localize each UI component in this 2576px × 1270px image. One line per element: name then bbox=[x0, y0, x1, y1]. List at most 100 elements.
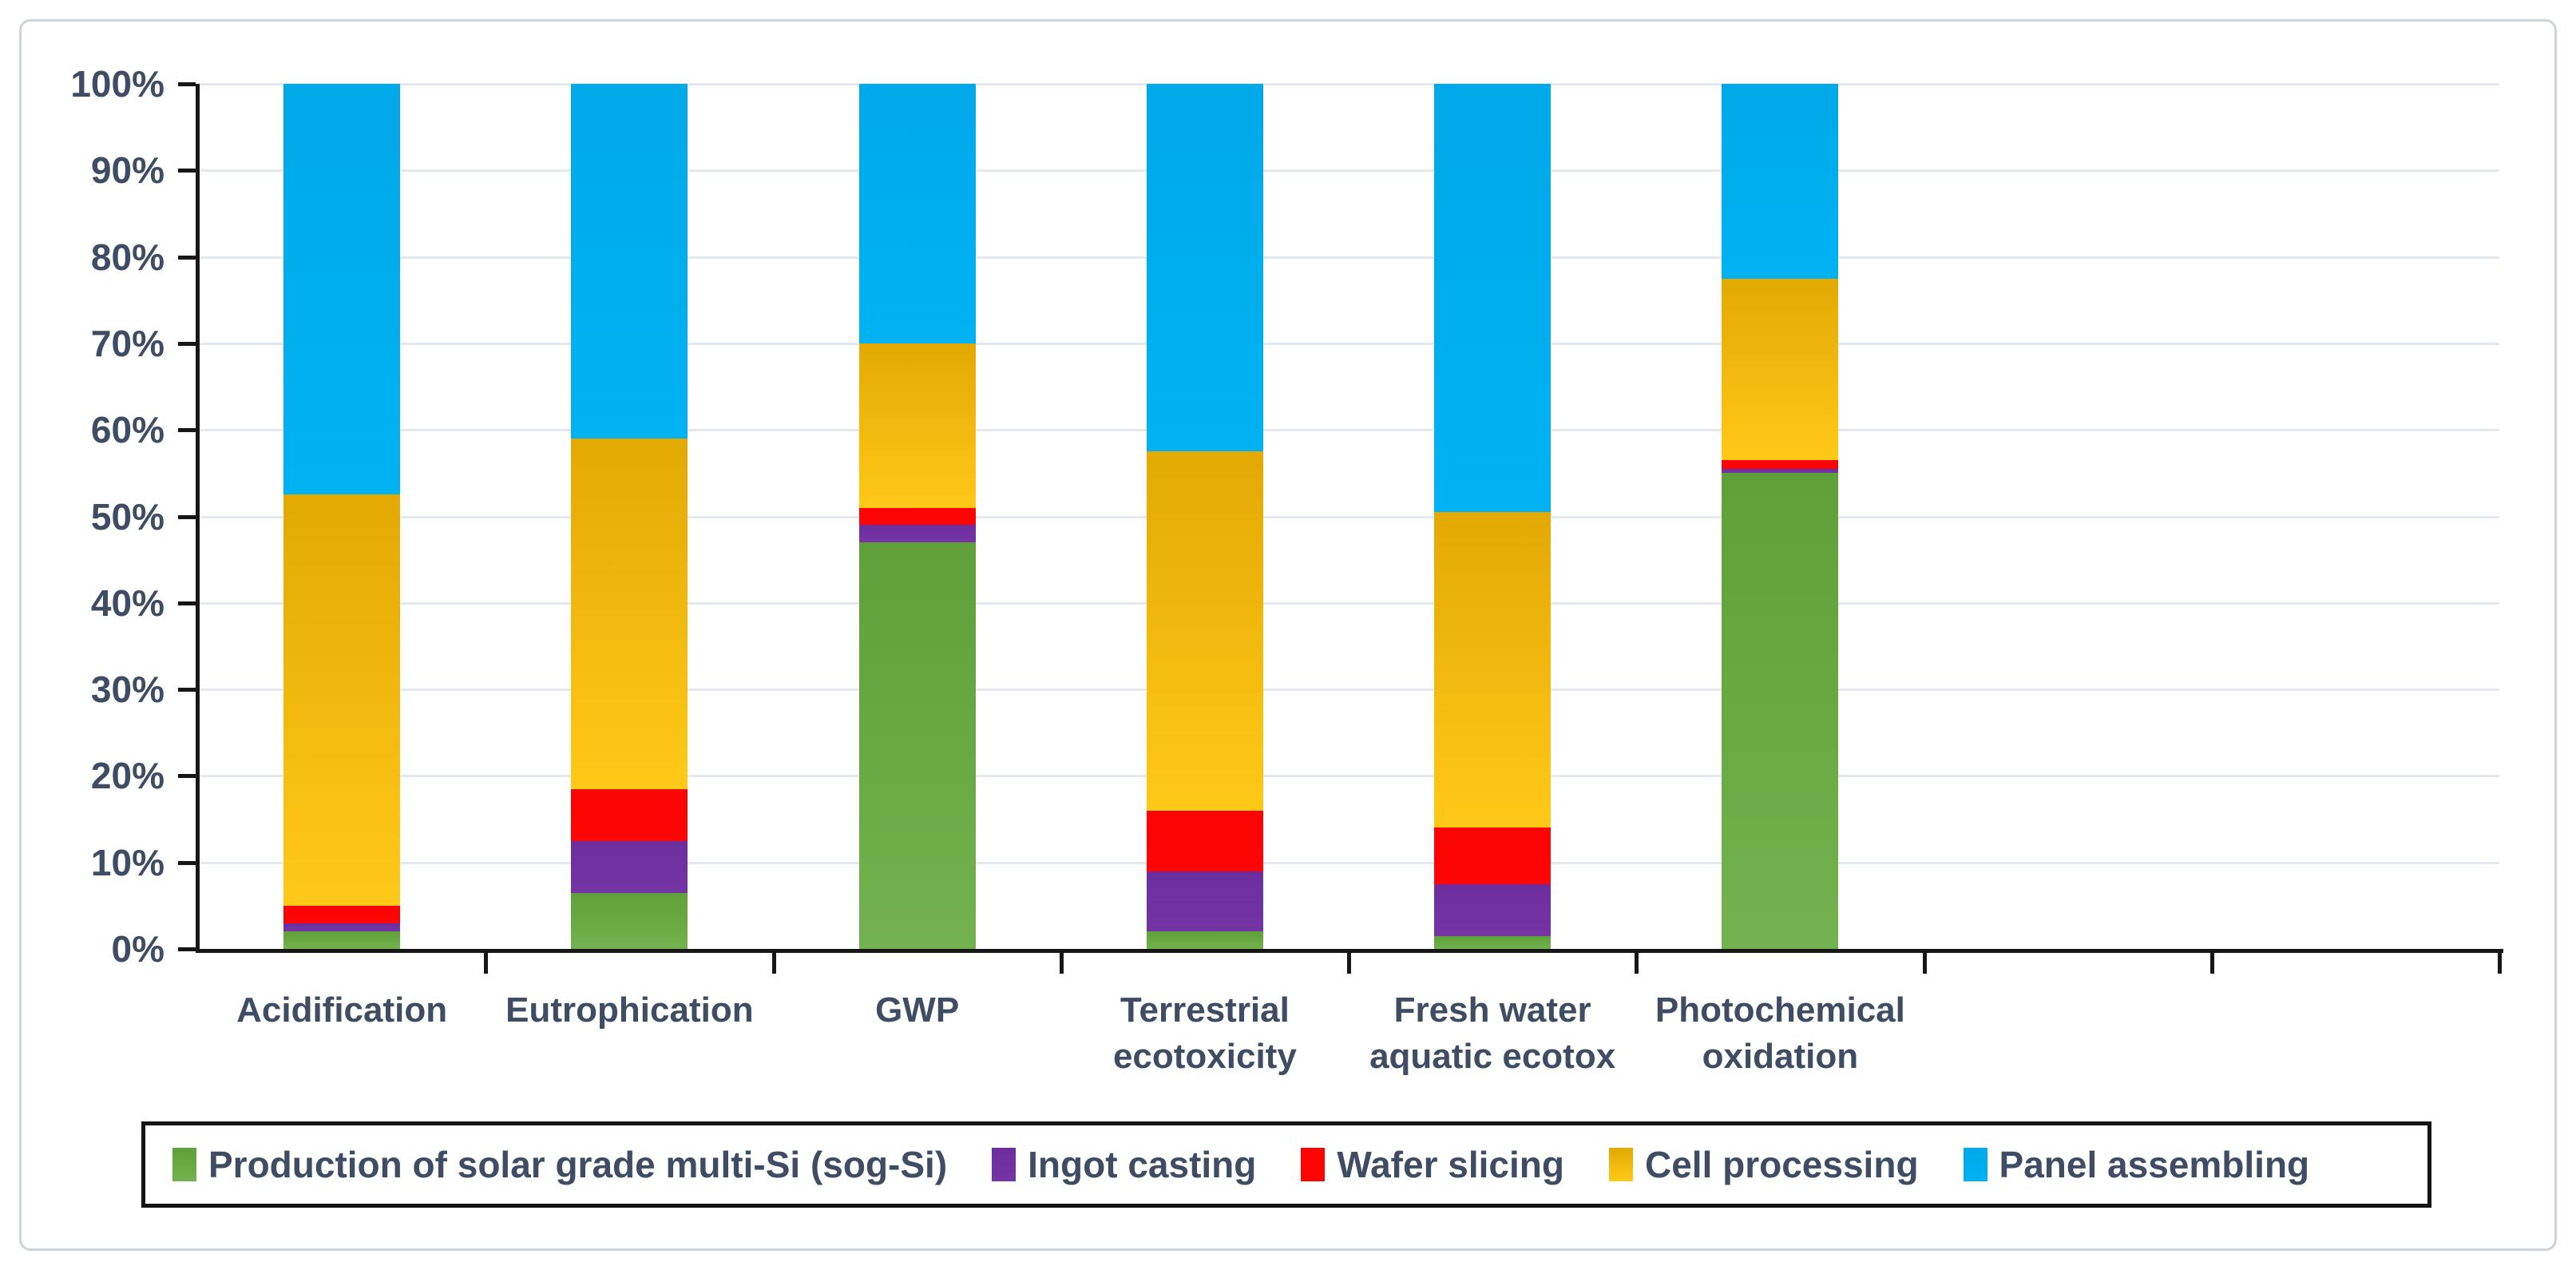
bar-segment-0 bbox=[283, 494, 401, 906]
bar-segment-1 bbox=[571, 788, 688, 841]
gridline bbox=[198, 515, 2499, 518]
y-axis-tick-label: 0% bbox=[111, 928, 164, 970]
x-axis-tick-mark bbox=[1922, 953, 1927, 974]
x-axis-category-label: Terrestrial ecotoxicity bbox=[1053, 987, 1357, 1080]
legend-label: Wafer slicing bbox=[1337, 1144, 1564, 1185]
x-axis-tick-mark bbox=[1059, 953, 1064, 974]
legend-label: Cell processing bbox=[1644, 1144, 1919, 1185]
legend-item: Production of solar grade multi-Si (sog-… bbox=[172, 1143, 947, 1186]
legend-item: Wafer slicing bbox=[1301, 1143, 1564, 1186]
legend-swatch-icon bbox=[992, 1148, 1017, 1181]
bar-segment-3 bbox=[1146, 871, 1263, 932]
legend-label: Panel assembling bbox=[1999, 1144, 2310, 1185]
legend-item: Cell processing bbox=[1608, 1143, 1919, 1186]
bar-segment-2 bbox=[858, 525, 976, 542]
y-axis-tick-label: 50% bbox=[90, 495, 164, 538]
x-axis-tick-mark bbox=[484, 953, 489, 974]
category-label-line: GWP bbox=[875, 990, 960, 1030]
bar-segment-5 bbox=[1722, 468, 1839, 474]
bar-segment-3 bbox=[1146, 451, 1263, 811]
gridline bbox=[198, 429, 2499, 432]
y-axis-tick-mark bbox=[178, 341, 196, 346]
gridline bbox=[198, 775, 2499, 778]
bar-segment-2 bbox=[858, 84, 976, 343]
x-axis-tick-mark bbox=[1635, 953, 1639, 974]
bar-segment-2 bbox=[858, 542, 976, 949]
gridline bbox=[198, 689, 2499, 692]
bar-segment-3 bbox=[1146, 84, 1263, 452]
y-axis-tick-mark bbox=[178, 514, 196, 519]
x-axis-tick-mark bbox=[2498, 953, 2502, 974]
x-axis-category-label: Acidification bbox=[190, 987, 493, 1034]
category-label-line: ecotoxicity bbox=[1112, 1037, 1297, 1076]
bar-segment-0 bbox=[283, 84, 401, 495]
bar-segment-1 bbox=[571, 84, 688, 439]
gridline bbox=[198, 256, 2499, 259]
y-axis-tick-mark bbox=[178, 688, 196, 693]
y-axis-tick-label: 80% bbox=[90, 236, 164, 278]
y-axis-tick-mark bbox=[178, 255, 196, 260]
gridline bbox=[198, 861, 2499, 864]
y-axis-tick-mark bbox=[178, 601, 196, 605]
legend-label: Ingot casting bbox=[1028, 1144, 1257, 1185]
y-axis-tick-label: 60% bbox=[90, 409, 164, 451]
x-axis-tick-mark bbox=[2209, 953, 2214, 974]
gridline bbox=[198, 601, 2499, 605]
x-axis-tick-mark bbox=[1347, 953, 1351, 974]
bar-segment-1 bbox=[571, 439, 688, 789]
bar-segment-1 bbox=[571, 840, 688, 893]
legend-swatch-icon bbox=[172, 1148, 196, 1181]
bar-segment-5 bbox=[1722, 278, 1839, 461]
category-label-line: Fresh water bbox=[1393, 990, 1591, 1030]
x-axis-category-label: GWP bbox=[766, 987, 1069, 1034]
legend-swatch-icon bbox=[1301, 1148, 1326, 1181]
y-axis-tick-label: 100% bbox=[70, 63, 164, 105]
chart-frame bbox=[19, 19, 2557, 1251]
y-axis-tick-mark bbox=[178, 860, 196, 865]
x-axis-category-label: Photochemical oxidation bbox=[1628, 987, 1932, 1080]
bar-segment-1 bbox=[571, 892, 688, 949]
bar-segment-4 bbox=[1434, 935, 1552, 949]
gridline bbox=[198, 169, 2499, 173]
y-axis-tick-label: 40% bbox=[90, 581, 164, 624]
category-label-line: Eutrophication bbox=[505, 990, 754, 1030]
x-axis-category-label: Fresh water aquatic ecotox bbox=[1341, 987, 1644, 1080]
bar-segment-2 bbox=[858, 343, 976, 508]
gridline bbox=[198, 342, 2499, 345]
bar-segment-5 bbox=[1722, 473, 1839, 949]
bar-segment-2 bbox=[858, 507, 976, 526]
bar-segment-5 bbox=[1722, 460, 1839, 469]
x-axis-line bbox=[196, 949, 2503, 953]
category-label-line: Terrestrial bbox=[1120, 990, 1290, 1030]
bar-segment-0 bbox=[283, 923, 401, 932]
bar-segment-0 bbox=[283, 931, 401, 949]
legend-item: Ingot casting bbox=[992, 1143, 1256, 1186]
category-label-line: Photochemical bbox=[1655, 990, 1905, 1030]
y-axis-tick-label: 30% bbox=[90, 669, 164, 711]
bar-segment-4 bbox=[1434, 883, 1552, 936]
y-axis-tick-mark bbox=[178, 947, 196, 951]
y-axis-tick-mark bbox=[178, 428, 196, 433]
category-label-line: Acidification bbox=[236, 990, 448, 1030]
y-axis-tick-mark bbox=[178, 82, 196, 86]
legend-label: Production of solar grade multi-Si (sog-… bbox=[208, 1144, 948, 1185]
bar-segment-4 bbox=[1434, 827, 1552, 884]
bar-segment-4 bbox=[1434, 84, 1552, 513]
category-label-line: aquatic ecotox bbox=[1369, 1037, 1616, 1076]
bar-segment-5 bbox=[1722, 84, 1839, 279]
y-axis-tick-label: 90% bbox=[90, 149, 164, 192]
x-axis-category-label: Eutrophication bbox=[478, 987, 781, 1034]
category-label-line: oxidation bbox=[1702, 1037, 1859, 1076]
legend: Production of solar grade multi-Si (sog-… bbox=[141, 1121, 2431, 1208]
y-axis-tick-mark bbox=[178, 169, 196, 173]
y-axis-tick-label: 20% bbox=[90, 755, 164, 797]
legend-swatch-icon bbox=[1963, 1148, 1987, 1181]
y-axis-tick-label: 10% bbox=[90, 841, 164, 883]
bar-segment-4 bbox=[1434, 512, 1552, 828]
bar-segment-3 bbox=[1146, 931, 1263, 949]
bar-segment-3 bbox=[1146, 810, 1263, 871]
y-axis-line bbox=[196, 84, 200, 953]
y-axis-tick-label: 70% bbox=[90, 322, 164, 364]
